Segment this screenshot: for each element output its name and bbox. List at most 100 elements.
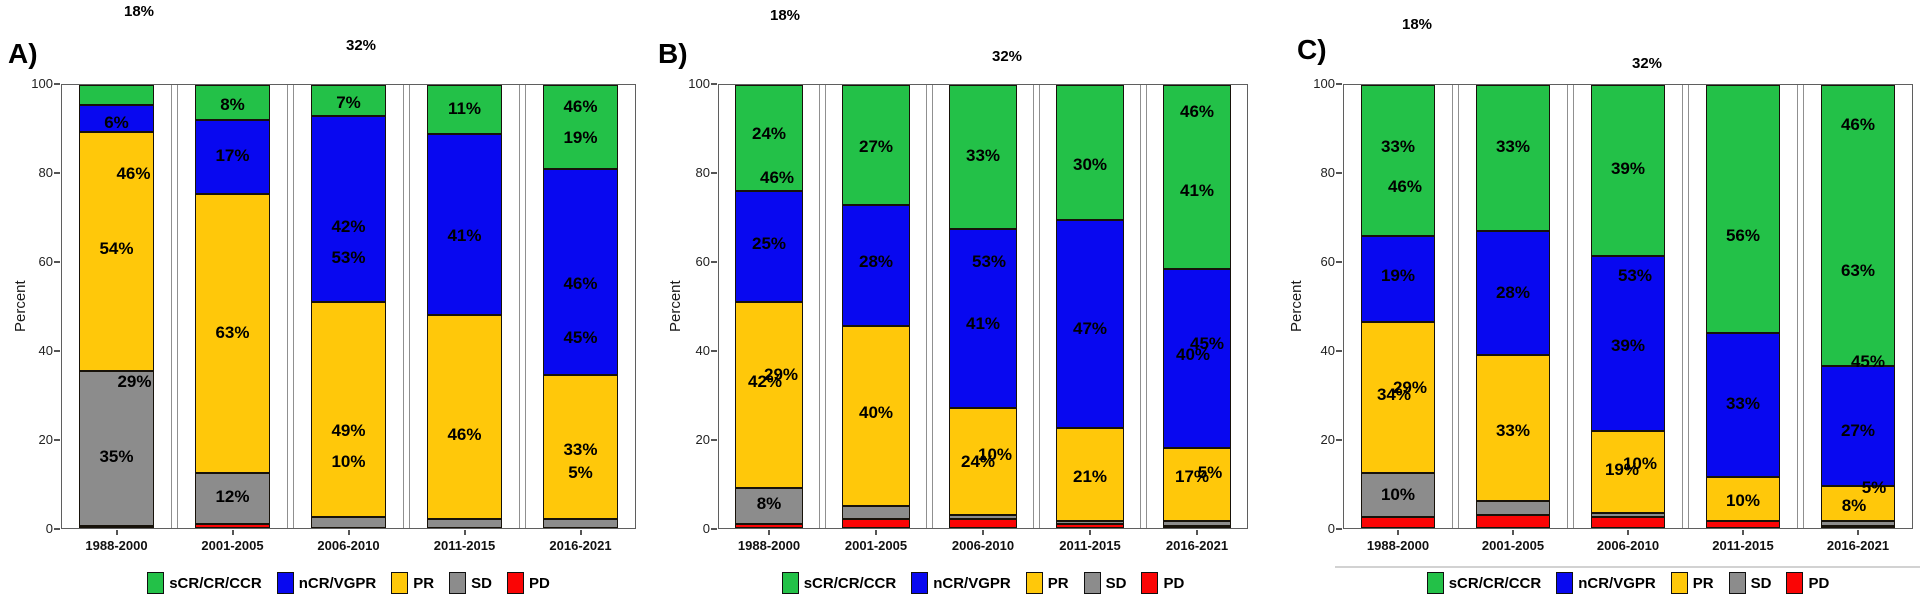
segment-label: 29%	[763, 365, 799, 385]
y-tick-mark	[1336, 261, 1342, 263]
y-tick-label: 60	[695, 254, 710, 269]
legend-label: PR	[413, 574, 435, 592]
segment-label: 33%	[1495, 137, 1530, 157]
segment-PR	[311, 302, 386, 517]
y-tick-mark	[1336, 528, 1342, 530]
category-cell: 12% 63% 17% 8%	[177, 85, 288, 528]
annotation-label: 32%	[991, 48, 1023, 65]
legend-swatch-icon	[506, 572, 524, 594]
y-tick-label: 100	[31, 76, 53, 91]
plot-area: 8% 42% 29% 25% 46% 24% 40% 28% 27% 24% 10% 41% 53% 33…	[718, 84, 1248, 529]
segment-PD	[1821, 525, 1895, 528]
legend-swatch-icon	[276, 572, 294, 594]
segment-label: 21%	[1072, 467, 1108, 487]
segment-SD	[195, 472, 270, 524]
segment-label: 40%	[1175, 345, 1211, 365]
segment-label: 46%	[1179, 101, 1215, 121]
segment-label: 5%	[1197, 462, 1223, 482]
legend-item-scr-cr-ccr: sCR/CR/CCR	[1426, 572, 1541, 594]
x-tick-label: 2001-2005	[844, 538, 908, 553]
y-tick-mark	[1336, 350, 1342, 352]
y-tick-mark	[1336, 439, 1342, 441]
segment-sCR/CR/CCR	[1821, 85, 1895, 367]
segment-label: 10%	[1622, 453, 1657, 473]
segment-label: 10%	[1380, 484, 1415, 504]
segment-label: 24%	[751, 123, 787, 143]
panel-letter: B)	[658, 38, 688, 69]
x-tick-mark	[115, 530, 118, 535]
x-tick-label: 2011-2015	[1712, 538, 1774, 553]
segment-label: 41%	[1179, 181, 1215, 201]
segment-sCR/CR/CCR	[1706, 85, 1780, 334]
bar-1988-2000: 10% 34% 29% 19% 46% 33%	[1361, 85, 1435, 528]
x-tick-mark	[875, 530, 877, 535]
legend-item-pr: PR	[391, 572, 434, 594]
bar-2001-2005: 12% 63% 17% 8%	[195, 85, 270, 528]
segment-nCR/VGPR	[735, 191, 803, 303]
x-tick-label: 2001-2005	[201, 538, 264, 553]
category-cell: 8% 5% 27% 45% 63% 46%	[1803, 85, 1912, 528]
legend-item-pd: PD	[506, 572, 550, 594]
legend-label: SD	[1105, 574, 1127, 592]
segment-label: 25%	[751, 234, 787, 254]
segment-sCR/CR/CCR	[842, 85, 910, 205]
segment-label: 28%	[1495, 283, 1530, 303]
y-tick-label: 0	[1327, 521, 1335, 536]
segment-SD	[311, 516, 386, 528]
legend-item-scr-cr-ccr: sCR/CR/CCR	[781, 572, 896, 594]
category-cell: 17% 5% 40% 45% 41% 46%	[1146, 85, 1247, 528]
segment-label: 19%	[1380, 265, 1415, 285]
segment-PR	[543, 375, 618, 520]
bar-1988-2000: 8% 42% 29% 25% 46% 24%	[735, 85, 803, 528]
x-tick-label: 2006-2010	[951, 538, 1015, 553]
segment-PR	[1361, 322, 1435, 473]
y-axis-title: Percent	[1288, 280, 1305, 333]
segment-PR	[842, 326, 910, 506]
panel-a: A) 18% 32% Percent 0 20 40 60 80 100 35% 29% 54% 46% 6…	[0, 0, 662, 601]
x-tick-mark	[463, 530, 466, 535]
x-tick-mark	[1512, 530, 1514, 535]
segment-SD	[79, 370, 154, 526]
segment-sCR/CR/CCR	[427, 85, 502, 134]
y-tick-mark	[54, 528, 60, 530]
bar-2006-2010: 24% 10% 41% 53% 33%	[949, 85, 1017, 528]
x-tick-label: 1988-2000	[1366, 538, 1430, 553]
legend-item-pr: PR	[1025, 572, 1069, 594]
category-cell: 10% 33% 56%	[1688, 85, 1798, 528]
segment-nCR/VGPR	[427, 133, 502, 316]
segment-label: 40%	[858, 402, 894, 422]
legend-label: sCR/CR/CCR	[169, 574, 262, 592]
segment-label: 46%	[563, 97, 598, 117]
legend-swatch-icon	[1426, 572, 1444, 594]
y-tick-label: 20	[695, 432, 710, 447]
segment-nCR/VGPR	[79, 104, 154, 132]
segment-label: 6%	[104, 112, 129, 132]
legend-label: nCR/VGPR	[933, 574, 1011, 592]
legend: sCR/CR/CCR nCR/VGPR PR SD PD	[61, 572, 636, 594]
segment-sCR/CR/CCR	[195, 85, 270, 121]
segment-label: 46%	[1387, 176, 1422, 196]
y-tick-mark	[711, 528, 717, 530]
segment-SD	[427, 519, 502, 528]
legend-swatch-icon	[1728, 572, 1746, 594]
y-tick-label: 40	[695, 343, 710, 358]
legend-item-pd: PD	[1141, 572, 1184, 594]
segment-label: 11%	[447, 99, 482, 119]
bar-1988-2000: 35% 29% 54% 46% 6%	[79, 85, 154, 528]
legend-swatch-icon	[147, 572, 165, 594]
legend-label: SD	[1750, 574, 1772, 592]
segment-label: 45%	[1189, 334, 1225, 354]
segment-SD	[1821, 521, 1895, 526]
category-cell: 33% 28% 33%	[1458, 85, 1568, 528]
y-tick-mark	[54, 83, 60, 85]
panel-edge-rule	[1335, 566, 1920, 568]
y-tick-mark	[54, 439, 60, 441]
legend-swatch-icon	[1083, 572, 1101, 594]
segment-SD	[949, 514, 1017, 520]
legend-swatch-icon	[391, 572, 409, 594]
category-cell: 19% 10% 39% 53% 39%	[1573, 85, 1683, 528]
y-axis-title: Percent	[12, 280, 29, 333]
x-tick-label: 2006-2010	[1596, 538, 1660, 553]
segment-label: 53%	[971, 252, 1007, 272]
segment-sCR/CR/CCR	[949, 85, 1017, 229]
